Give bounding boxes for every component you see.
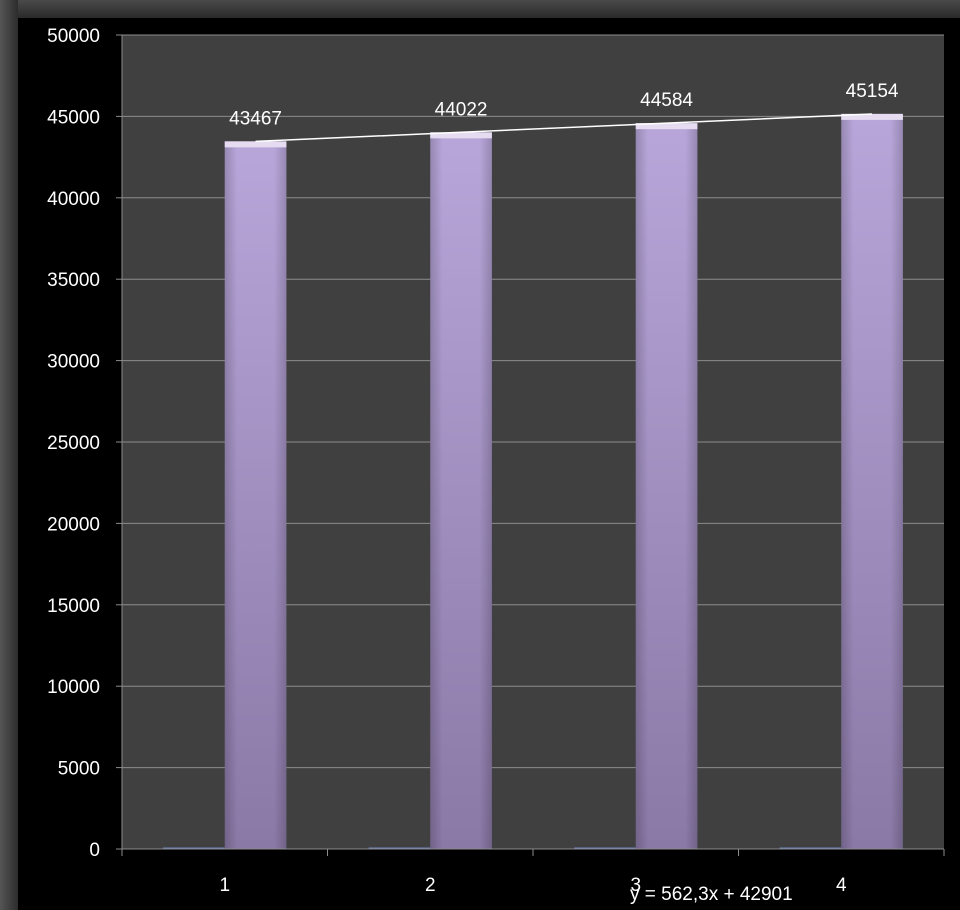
data-label: 44584 <box>640 90 693 111</box>
bar <box>779 847 842 849</box>
y-tick-label: 20000 <box>47 514 100 535</box>
y-tick-label: 0 <box>89 840 100 861</box>
trendline-equation: y = 562,3x + 42901 <box>630 884 793 905</box>
bar <box>163 847 225 849</box>
bar <box>574 847 636 849</box>
y-axis-tick-labels: 0 5000 10000 15000 20000 25000 30000 35000 40000… <box>47 26 100 861</box>
y-tick-label: 25000 <box>47 433 100 454</box>
y-tick-label: 30000 <box>47 352 100 373</box>
window-frame-top <box>0 0 960 18</box>
x-tick-label: 1 <box>219 875 230 896</box>
y-tick-label: 50000 <box>47 26 100 47</box>
bar-cap <box>841 113 903 120</box>
bar-cap <box>635 123 698 130</box>
window-frame-left <box>0 0 18 910</box>
y-tick-label: 5000 <box>58 759 100 780</box>
bar-shading <box>224 141 287 849</box>
y-tick-label: 35000 <box>47 270 100 291</box>
x-tick-label: 4 <box>836 875 847 896</box>
trendline <box>255 113 873 143</box>
bars <box>163 113 903 849</box>
data-label: 44022 <box>435 99 488 120</box>
data-label: 43467 <box>229 108 282 129</box>
bar-shading <box>430 132 492 849</box>
bar-cap <box>224 141 287 148</box>
y-tick-label: 15000 <box>47 596 100 617</box>
y-tick-label: 10000 <box>47 677 100 698</box>
bar-shading <box>841 113 903 849</box>
x-tick-label: 3 <box>630 875 641 896</box>
bar <box>368 847 431 849</box>
bar-cap <box>430 132 492 139</box>
data-labels: 43467 44022 44584 45154 <box>229 81 899 129</box>
y-tick-label: 40000 <box>47 189 100 210</box>
y-tick-label: 45000 <box>47 107 100 128</box>
data-label: 45154 <box>846 81 899 102</box>
bar-shading <box>635 123 698 849</box>
x-tick-label: 2 <box>425 875 436 896</box>
x-axis-tick-labels: 1 2 3 4 <box>219 875 847 896</box>
